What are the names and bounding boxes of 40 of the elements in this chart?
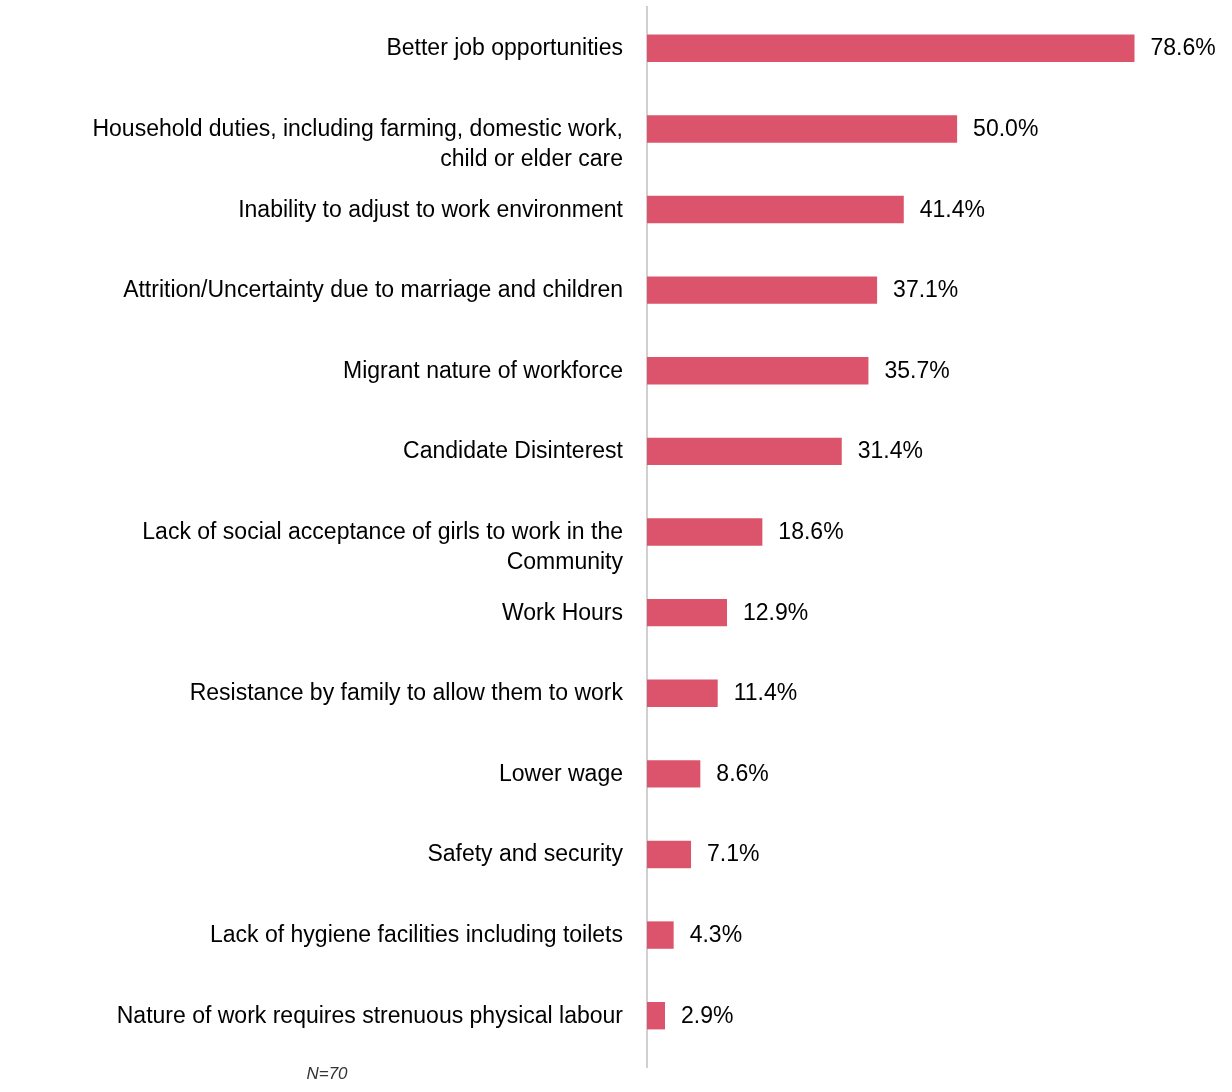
text: N=70 <box>306 1064 349 1083</box>
data-label: 41.4% <box>919 195 985 222</box>
data-label: 37.1% <box>893 276 959 303</box>
bar <box>647 518 763 546</box>
bar <box>647 276 878 304</box>
bar <box>647 115 958 143</box>
data-label: 8.6% <box>716 759 769 786</box>
y-tick-label: Resistance by family to allow them to work <box>189 679 624 706</box>
y-tick-label: Lack of social acceptance of girls to work in the Community <box>142 518 624 574</box>
y-tick-label: Inability to adjust to work environment <box>238 195 624 222</box>
data-label: 12.9% <box>743 598 809 625</box>
y-tick-label: Safety and security <box>427 840 624 867</box>
bar <box>647 1001 665 1030</box>
y-tick-label: Lower wage <box>498 759 623 786</box>
data-label: 18.6% <box>778 518 844 544</box>
bar <box>647 357 869 385</box>
y-tick-label: Lack of hygiene facilities including toilets <box>210 921 623 948</box>
data-label: 4.3% <box>689 921 743 948</box>
data-label: 2.9% <box>680 1001 734 1028</box>
data-label: 50.0% <box>973 114 1039 141</box>
data-label: 31.4% <box>857 437 923 464</box>
y-tick-label: Household duties, including farming, domestic work, child or elder care <box>92 114 623 171</box>
bar <box>647 679 718 707</box>
bar <box>647 840 692 869</box>
bar <box>647 760 701 788</box>
y-tick-label: Work Hours <box>502 598 623 625</box>
data-label: 11.4% <box>733 679 798 706</box>
bar <box>647 34 1135 63</box>
y-tick-label: Better job opportunities <box>386 34 623 61</box>
data-label: 78.6% <box>1150 34 1216 61</box>
bar <box>647 437 842 466</box>
bar <box>647 598 728 627</box>
y-tick-label: Attrition/Uncertainty due to marriage and children <box>123 276 623 303</box>
bar <box>647 195 904 224</box>
y-tick-label: Nature of work requires strenuous physical labour <box>116 1001 624 1028</box>
data-label: 7.1% <box>707 840 760 867</box>
y-tick-label: Candidate Disinterest <box>403 437 624 464</box>
y-tick-label: Migrant nature of workforce <box>343 356 623 383</box>
data-label: 35.7% <box>884 356 950 383</box>
bar <box>647 921 674 949</box>
